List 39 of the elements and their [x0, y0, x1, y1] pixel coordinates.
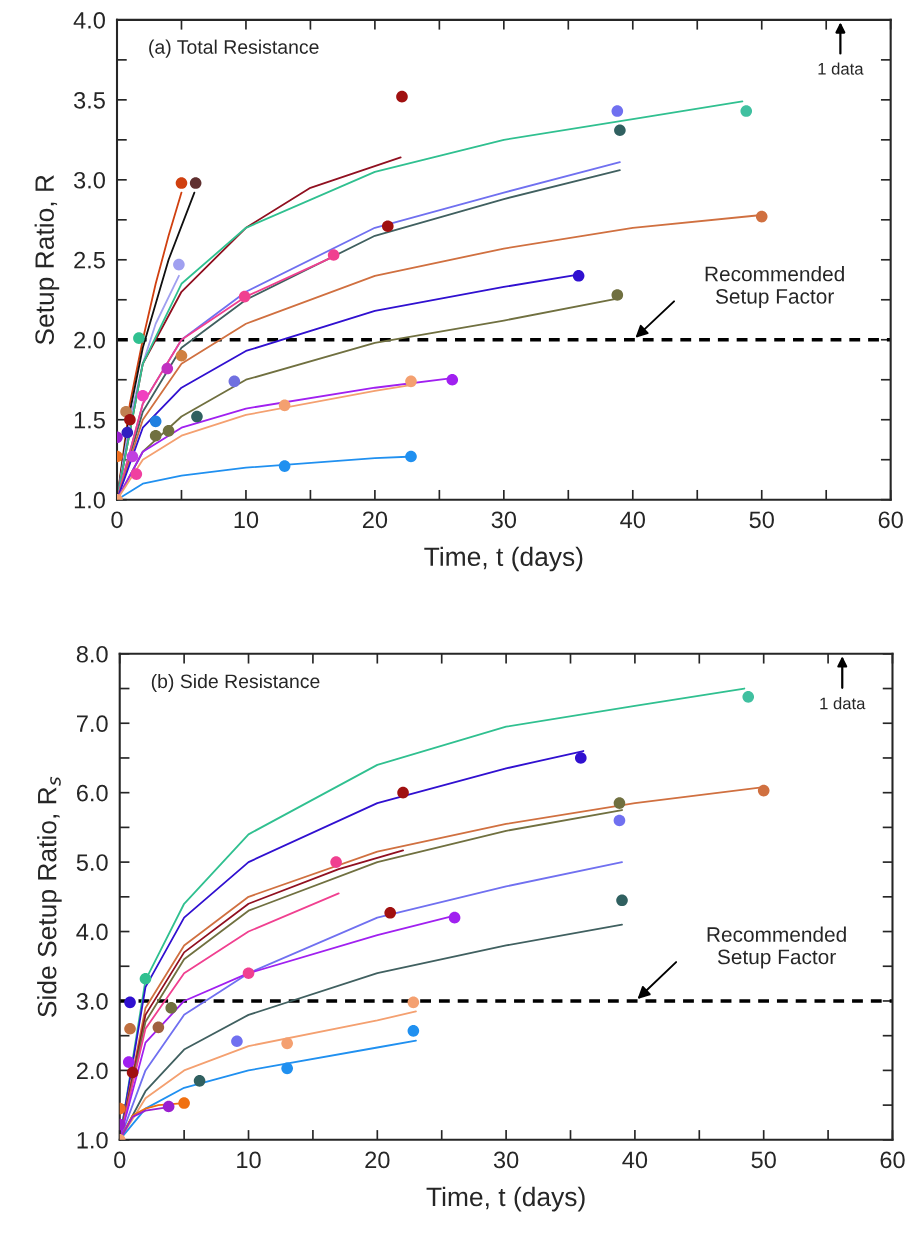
x-tick-label: 10 — [234, 511, 259, 529]
y-axis-title: Side Setup Ratio, R$_{s}$ — [37, 776, 62, 1017]
annotation: 1 data — [818, 62, 864, 75]
y-tick-label: 1.0 — [77, 1131, 108, 1149]
x-tick-label: 40 — [620, 511, 645, 529]
y-tick-label: 4.0 — [76, 923, 108, 941]
x-tick-label: 0 — [114, 1151, 126, 1169]
y-tick-label: 6.0 — [76, 784, 108, 802]
x-axis-title: Time, t (days) — [424, 546, 583, 572]
ref-line-label: Recommended Setup Factor — [707, 926, 846, 969]
text: (b) Side Resistance — [151, 673, 320, 693]
y-tick-label: 4.0 — [73, 11, 105, 29]
x-tick-label: 60 — [878, 511, 903, 529]
y-tick-label: 3.5 — [73, 91, 105, 109]
y-tick-label: 2.0 — [74, 331, 105, 349]
y-tick-label: 3.0 — [76, 993, 108, 1010]
y-tick-label: 1.5 — [74, 412, 105, 429]
x-tick-label: 0 — [111, 511, 123, 529]
y-axis-title: Setup Ratio, R — [34, 175, 60, 345]
y-tick-label: 1.0 — [74, 491, 105, 509]
x-tick-label: 50 — [751, 1151, 776, 1169]
x-tick-label: 20 — [365, 1151, 390, 1169]
x-tick-label: 10 — [237, 1151, 261, 1169]
y-tick-label: 5.0 — [76, 854, 108, 871]
annotation: 1 data — [820, 697, 866, 710]
y-tick-label: 3.0 — [73, 171, 105, 189]
x-tick-label: 30 — [491, 511, 517, 529]
y-tick-label: 2.0 — [76, 1062, 108, 1080]
x-tick-label: 50 — [749, 511, 774, 529]
x-tick-label: 20 — [362, 511, 388, 529]
ref-line-label: Recommended Setup Factor — [705, 266, 844, 308]
x-tick-label: 40 — [622, 1151, 648, 1169]
x-tick-label: 60 — [880, 1151, 905, 1169]
y-tick-label: 7.0 — [77, 715, 108, 733]
y-tick-label: 2.5 — [74, 251, 105, 269]
text: (a) Total Resistance — [149, 39, 319, 58]
y-tick-label: 8.0 — [76, 645, 108, 663]
x-tick-label: 30 — [493, 1151, 519, 1169]
x-axis-title: Time, t (days) — [426, 1186, 585, 1212]
